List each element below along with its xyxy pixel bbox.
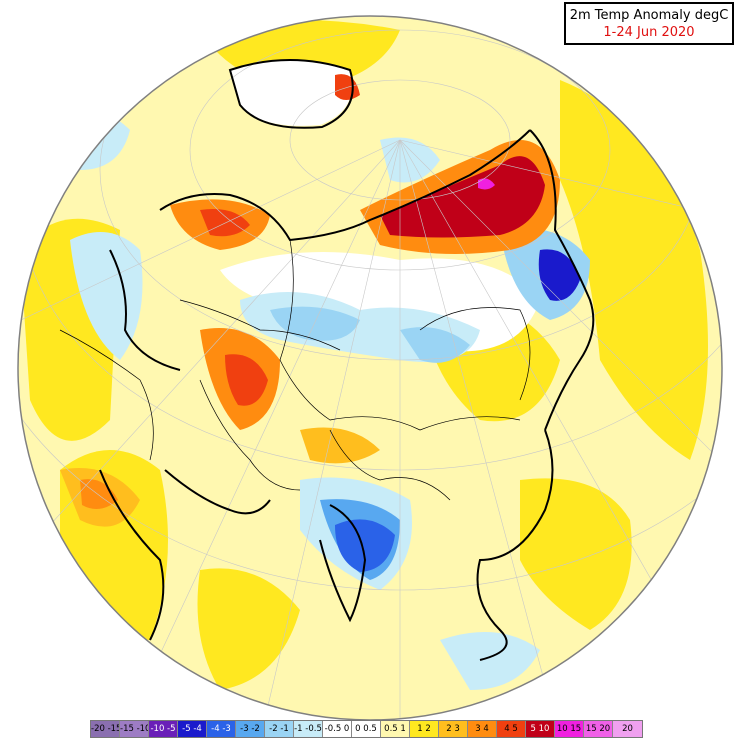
anomaly-region-greenland	[230, 60, 352, 126]
color-legend: -20 -15 -15 -10 -10 -5 -5 -4 -4 -3 -3 -2 -2 -1…	[90, 720, 643, 738]
anomaly-region-hot-10	[300, 427, 380, 464]
anomaly-region-warm-3	[520, 478, 632, 630]
legend-cell: -4 -3	[207, 721, 236, 737]
legend-cell: -3 -2	[236, 721, 265, 737]
anomaly-region-warm-7	[197, 568, 300, 690]
legend-cell: 3 4	[468, 721, 497, 737]
legend-cell: 0.5 1	[381, 721, 410, 737]
legend-cell: -0.5 0	[323, 721, 352, 737]
date-range: 1-24 Jun 2020	[603, 25, 695, 40]
anomaly-region-deep-cold-india	[335, 519, 395, 572]
legend-cell: 0 0.5	[352, 721, 381, 737]
anomaly-region-hot-3	[478, 178, 495, 190]
anomaly-region-cool-6	[380, 137, 440, 183]
legend-cell: -5 -4	[178, 721, 207, 737]
anomaly-region-cold-1	[270, 306, 360, 341]
title-box: 2m Temp Anomaly degC 1-24 Jun 2020	[564, 2, 734, 45]
coastlines	[99, 59, 595, 661]
legend-cell: 4 5	[497, 721, 526, 737]
legend-cell: -2 -1	[265, 721, 294, 737]
anomaly-region-warm-2	[560, 80, 708, 460]
legend-cell: -10 -5	[149, 721, 178, 737]
anomaly-region-hot-9	[80, 479, 118, 509]
legend-cell: 20	[613, 721, 642, 737]
anomaly-region-hot-7	[225, 354, 268, 406]
legend-cell: 10 15	[555, 721, 584, 737]
legend-cell: -20 -15	[91, 721, 120, 737]
anomaly-region-deep-cold-east	[538, 249, 580, 301]
legend-cell: -1 -0.5	[294, 721, 323, 737]
anomaly-region-hot-2	[380, 156, 545, 238]
map-title: 2m Temp Anomaly degC	[569, 8, 729, 23]
anomaly-region-cool-4	[440, 632, 540, 690]
legend-cell: 15 20	[584, 721, 613, 737]
anomaly-region-hot-5	[200, 209, 250, 237]
legend-cell: 2 3	[439, 721, 468, 737]
legend-cell: 5 10	[526, 721, 555, 737]
country-borders	[59, 239, 531, 501]
globe	[18, 16, 722, 720]
legend-cell: 1 2	[410, 721, 439, 737]
legend-cell: -15 -10	[120, 721, 149, 737]
